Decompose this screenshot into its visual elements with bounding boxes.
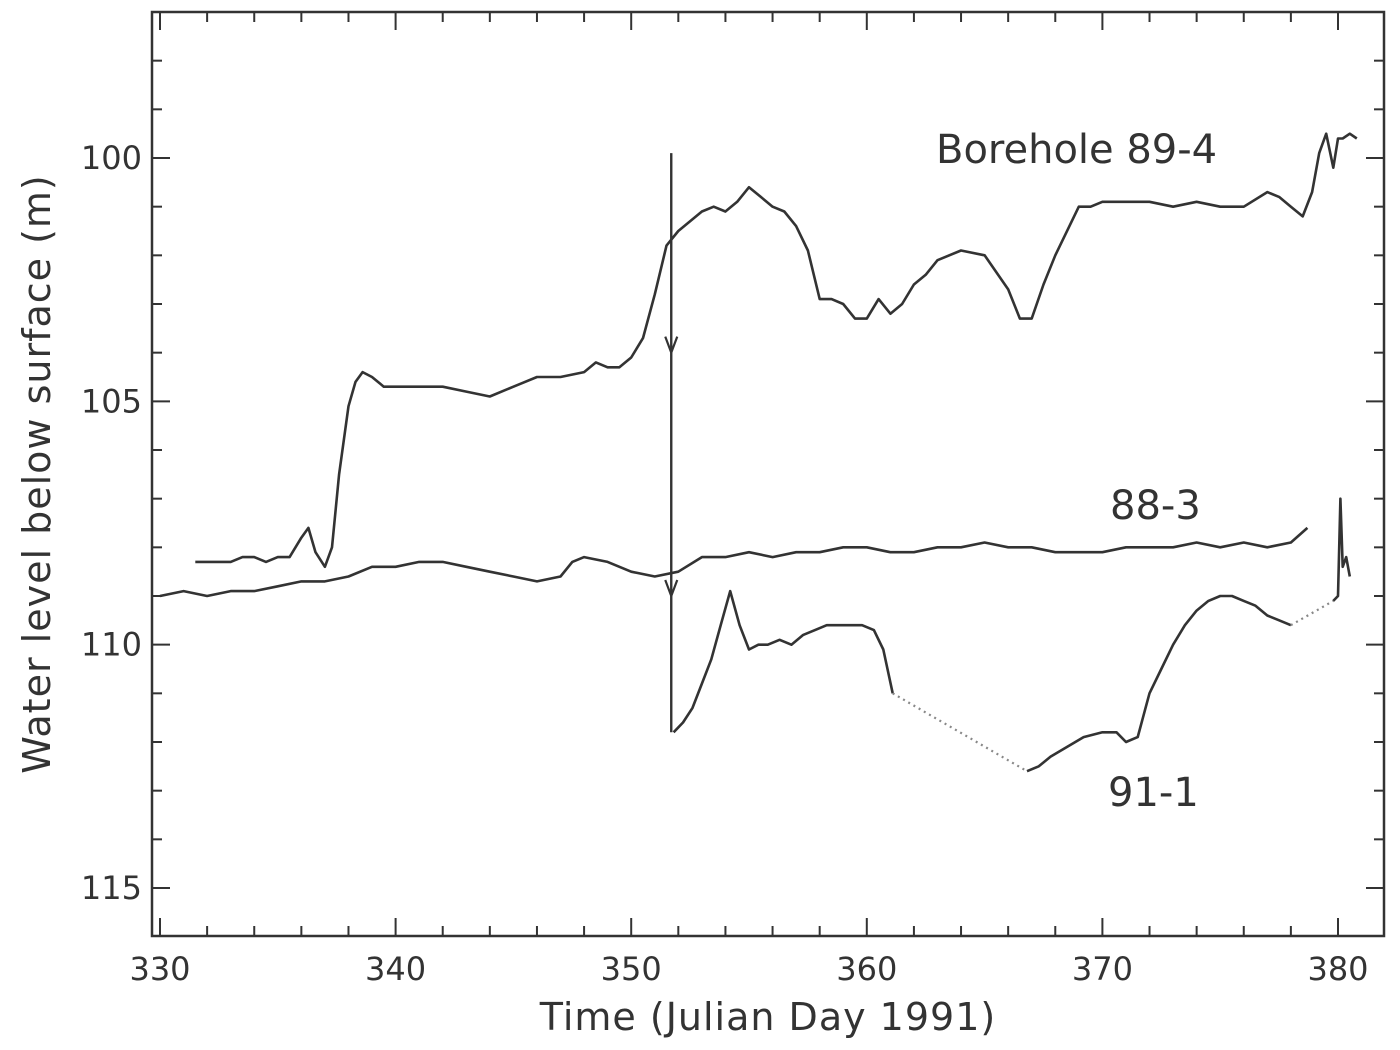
label-91-1: 91-1 [1108,770,1199,816]
series-line-borehole-89-4-0 [195,132,1358,569]
down-arrow-icon [664,579,679,600]
series-group [159,132,1358,773]
y-axis-title: Water level below surface (m) [15,174,59,774]
x-tick-label: 330 [129,950,190,988]
x-tick-label: 380 [1307,950,1368,988]
y-tick-label: 100 [81,139,142,177]
series-line-91-1-2 [672,589,894,734]
tick-labels: 330 340 350 360 370 380 100 105 110 115 [81,139,1369,988]
label-88-3: 88-3 [1110,483,1201,529]
series-line-91-1-3 [1026,594,1292,773]
plot-frame [150,10,1386,938]
y-tick-label: 105 [81,382,142,420]
x-tick-label: 340 [365,950,426,988]
event-group [664,153,679,733]
x-axis-title: Time (Julian Day 1991) [539,995,996,1039]
y-tick-label: 115 [81,869,142,907]
x-tick-label: 350 [601,950,662,988]
axis-ticks [152,11,1384,936]
series-line-88-3-1 [159,526,1309,598]
gap-line-91-1-1 [1290,599,1334,627]
label-borehole-89-4: Borehole 89-4 [936,127,1217,173]
gap-line-91-1-0 [892,692,1028,773]
down-arrow-icon [664,336,679,356]
x-tick-label: 370 [1072,950,1133,988]
x-tick-label: 360 [836,950,897,988]
y-tick-label: 110 [81,626,142,664]
series-line-91-1-4 [1332,497,1352,602]
